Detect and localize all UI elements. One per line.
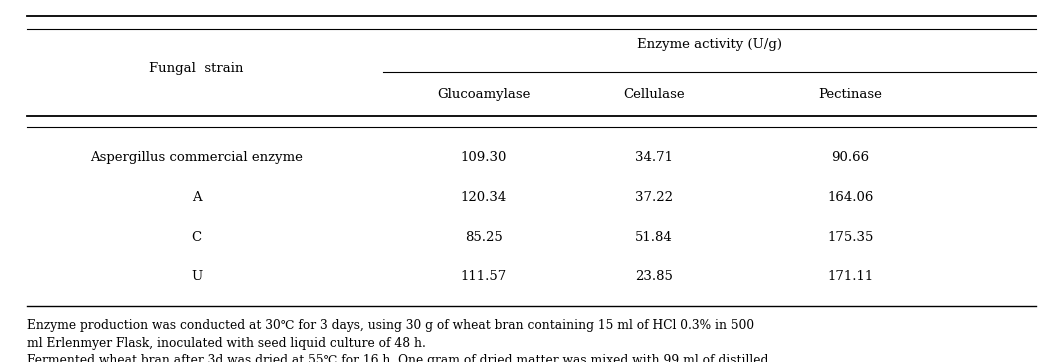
Text: Fungal  strain: Fungal strain [150,62,243,75]
Text: U: U [191,270,202,283]
Text: 34.71: 34.71 [635,151,673,164]
Text: 51.84: 51.84 [635,231,673,244]
Text: 164.06: 164.06 [827,191,874,204]
Text: 90.66: 90.66 [831,151,870,164]
Text: 23.85: 23.85 [635,270,673,283]
Text: Cellulase: Cellulase [623,88,685,101]
Text: 109.30: 109.30 [460,151,507,164]
Text: C: C [191,231,202,244]
Text: 37.22: 37.22 [635,191,673,204]
Text: Enzyme production was conducted at 30℃ for 3 days, using 30 g of wheat bran cont: Enzyme production was conducted at 30℃ f… [27,319,754,332]
Text: 85.25: 85.25 [465,231,503,244]
Text: Aspergillus commercial enzyme: Aspergillus commercial enzyme [90,151,303,164]
Text: Pectinase: Pectinase [819,88,882,101]
Text: Fermented wheat bran after 3d was dried at 55℃ for 16 h. One gram of dried matte: Fermented wheat bran after 3d was dried … [27,354,767,362]
Text: 171.11: 171.11 [827,270,874,283]
Text: 111.57: 111.57 [460,270,507,283]
Text: ml Erlenmyer Flask, inoculated with seed liquid culture of 48 h.: ml Erlenmyer Flask, inoculated with seed… [27,337,425,350]
Text: Enzyme activity (U/g): Enzyme activity (U/g) [637,38,782,51]
Text: Glucoamylase: Glucoamylase [437,88,530,101]
Text: 175.35: 175.35 [827,231,874,244]
Text: 120.34: 120.34 [460,191,507,204]
Text: A: A [191,191,202,204]
